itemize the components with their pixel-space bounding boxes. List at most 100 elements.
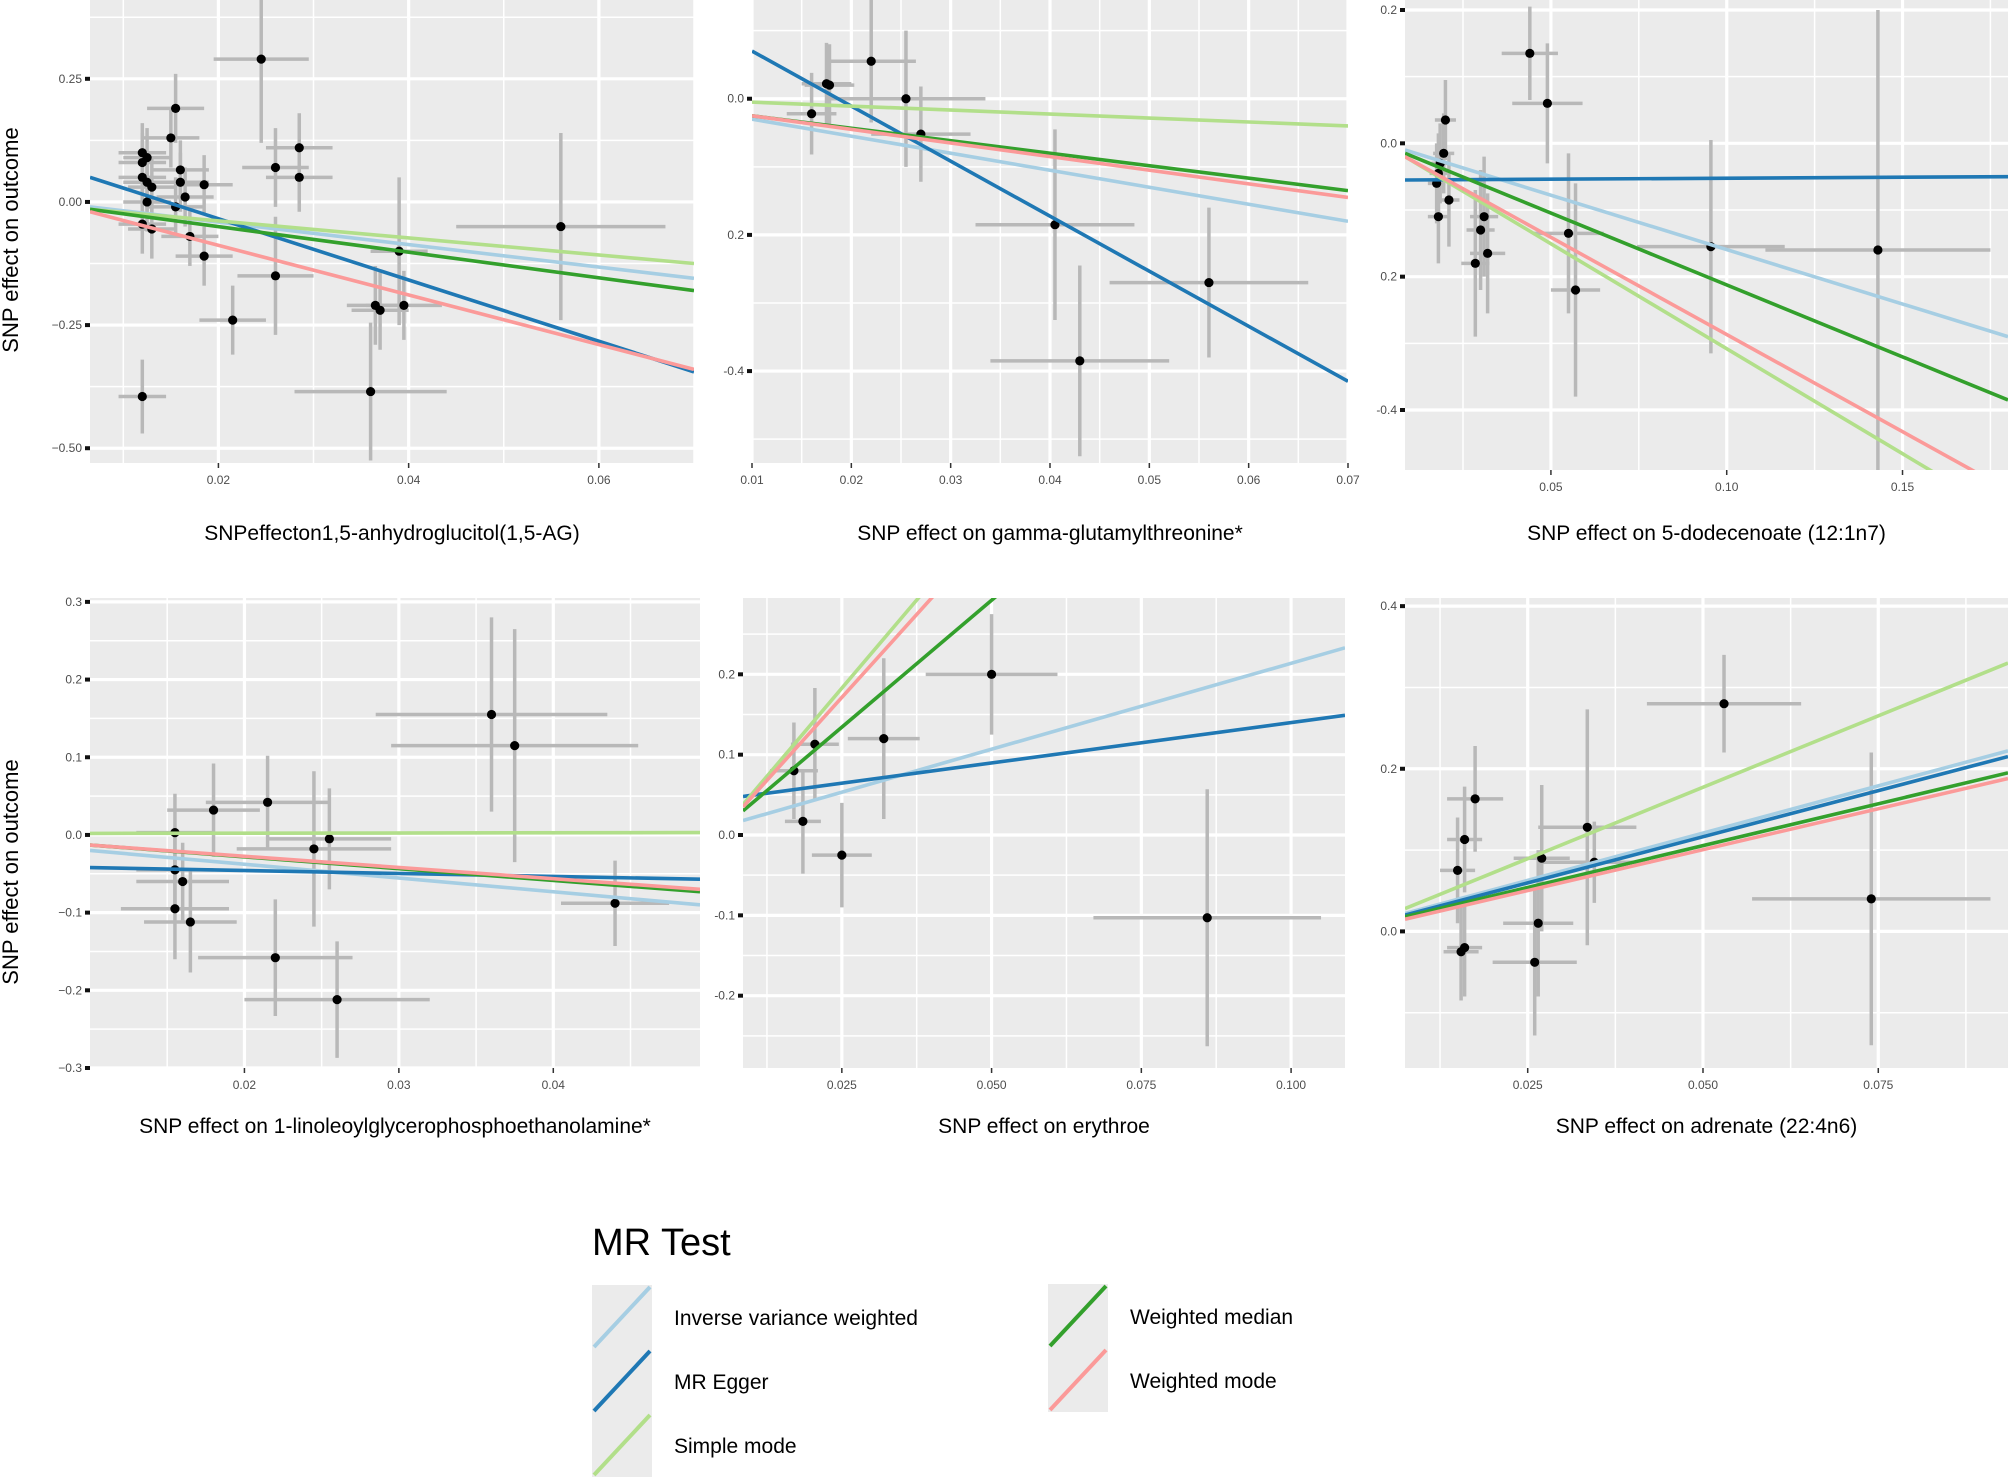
x-tick-label: 0.04 xyxy=(1038,473,1062,487)
x-tick-label: 0.02 xyxy=(840,473,864,487)
regression-line-weighted_mode xyxy=(1405,776,2008,921)
snp-point xyxy=(1433,212,1444,222)
snp-point xyxy=(208,805,219,815)
regression-line-weighted_median xyxy=(90,207,694,293)
snp-point xyxy=(1444,195,1454,205)
snp-point xyxy=(866,56,876,66)
y-tick-label: -0.4 xyxy=(723,364,744,378)
panel-4: 0.02 0.03 0.04 0.3 0.2 0.1 0.0 −0.1 −0.2 −0.3 SNP … xyxy=(58,595,700,1138)
regression-line-simple_mode xyxy=(1405,155,1934,470)
snp-point xyxy=(175,177,185,187)
y-tick-label: 0.2 xyxy=(1380,3,1397,17)
y-axis-label-top: SNP effect on outcome xyxy=(0,127,23,352)
y-tick-label: −0.50 xyxy=(52,441,83,455)
regression-line-weighted_mode xyxy=(1405,155,1976,470)
x-axis-label: SNP effect on erythroe xyxy=(938,1115,1150,1138)
snp-point xyxy=(185,917,195,927)
y-tick-label: −0.3 xyxy=(58,1061,82,1075)
panel-6: 0.025 0.050 0.075 0.4 0.2 0.0 SNP effect on ad… xyxy=(1380,598,2008,1138)
snp-point xyxy=(1470,794,1480,804)
snp-point xyxy=(1873,245,1883,255)
regression-line-simple_mode xyxy=(752,100,1348,128)
y-tick-label: 0.3 xyxy=(65,595,82,609)
snp-point xyxy=(1570,285,1581,295)
y-tick-label: 0.1 xyxy=(718,748,735,762)
snp-point xyxy=(1866,894,1876,904)
x-tick-label: 0.02 xyxy=(207,473,231,487)
snp-point xyxy=(486,709,497,720)
x-tick-label: 0.04 xyxy=(542,1078,566,1092)
regression-line-egger xyxy=(743,713,1345,799)
regression-line-egger xyxy=(90,865,700,882)
legend-item-label: Weighted median xyxy=(1130,1306,1293,1329)
regression-line-weighted_median xyxy=(1405,771,2008,919)
x-axis-label: SNP effect on 1-linoleoylglycerophosphoe… xyxy=(139,1115,651,1138)
x-tick-label: 0.06 xyxy=(1237,473,1261,487)
snp-point xyxy=(1475,225,1486,235)
snp-point xyxy=(556,221,566,232)
snp-point xyxy=(365,386,376,397)
regression-line-weighted_median xyxy=(1405,151,2008,402)
panel-1: 0.02 0.04 0.06 0.25 0.00 −0.25 −0.50 SNPeffecto… xyxy=(52,0,694,545)
regression-line-weighted_mode xyxy=(90,843,700,892)
y-tick-label: 0.2 xyxy=(65,673,82,687)
x-tick-label: 0.06 xyxy=(587,473,611,487)
panel-3: 0.05 0.10 0.15 0.2 0.0 0.2 -0.4 SNP effect on 5… xyxy=(1376,0,2008,545)
x-tick-label: 0.10 xyxy=(1715,480,1739,494)
snp-point xyxy=(270,953,280,963)
plot-area xyxy=(90,0,694,461)
snp-point xyxy=(170,904,180,914)
regression-line-weighted_median xyxy=(743,598,998,813)
regression-line-ivw xyxy=(90,848,700,907)
snp-point xyxy=(309,844,319,854)
gridlines xyxy=(1405,0,2008,470)
x-tick-label: 0.050 xyxy=(977,1078,1007,1092)
panel-background xyxy=(1405,0,2008,470)
snp-point xyxy=(199,251,209,261)
x-axis-label: SNP effect on adrenate (22:4n6) xyxy=(1556,1115,1858,1138)
panel-5: 0.025 0.050 0.075 0.100 0.2 0.1 0.0 -0.1 -0.2 SNP… xyxy=(714,598,1345,1138)
y-tick-label: −0.1 xyxy=(58,906,82,920)
legend-item-egger: MR Egger xyxy=(592,1349,769,1413)
legend-key-line xyxy=(1048,1348,1108,1412)
y-tick-label: 0.00 xyxy=(59,195,83,209)
snp-point xyxy=(1483,248,1493,258)
legend-item-label: Weighted mode xyxy=(1130,1370,1277,1393)
y-tick-label: 0.2 xyxy=(718,667,735,681)
snp-point xyxy=(1563,228,1574,238)
snp-point xyxy=(798,816,808,826)
legend-item-weighted-median: Weighted median xyxy=(1048,1284,1293,1348)
regression-line-ivw xyxy=(752,117,1348,224)
y-tick-label: 0.0 xyxy=(1380,136,1397,150)
y-tick-label: 0.4 xyxy=(1380,599,1397,613)
snp-point xyxy=(142,197,152,207)
x-axis-label: SNP effect on gamma-glutamylthreonine* xyxy=(857,522,1243,545)
legend-items: Inverse variance weighted MR Egger Simple … xyxy=(592,1284,1293,1477)
snp-point xyxy=(262,797,273,807)
snp-point xyxy=(1525,48,1535,58)
x-axis-label: SNP effect on 5-dodecenoate (12:1n7) xyxy=(1527,522,1886,545)
snp-point xyxy=(256,54,266,64)
legend-item-label: MR Egger xyxy=(674,1371,769,1394)
snp-point xyxy=(137,391,147,402)
regression-line-egger xyxy=(1405,174,2008,182)
snp-point xyxy=(270,162,281,173)
x-axis-label: SNPeffecton1,5-anhydroglucitol(1,5-AG) xyxy=(204,522,579,545)
legend-key-line xyxy=(1048,1284,1108,1348)
legend: MR Test Inverse variance weighted MR Egge… xyxy=(592,1222,1293,1477)
x-tick-label: 0.050 xyxy=(1688,1078,1718,1092)
snp-point xyxy=(879,733,889,744)
x-tick-label: 0.100 xyxy=(1276,1078,1306,1092)
legend-key-line xyxy=(592,1285,652,1349)
snp-point xyxy=(510,741,520,751)
snp-point xyxy=(294,143,304,153)
snp-point xyxy=(1533,918,1543,928)
gridlines xyxy=(90,0,694,463)
regression-line-simple_mode xyxy=(743,598,921,806)
plot-area xyxy=(1405,6,2008,470)
y-tick-label: 0.1 xyxy=(65,750,82,764)
y-tick-label: 0.25 xyxy=(59,72,83,86)
snp-point xyxy=(166,133,176,143)
regression-line-weighted_mode xyxy=(752,113,1348,200)
snp-point xyxy=(807,109,817,119)
